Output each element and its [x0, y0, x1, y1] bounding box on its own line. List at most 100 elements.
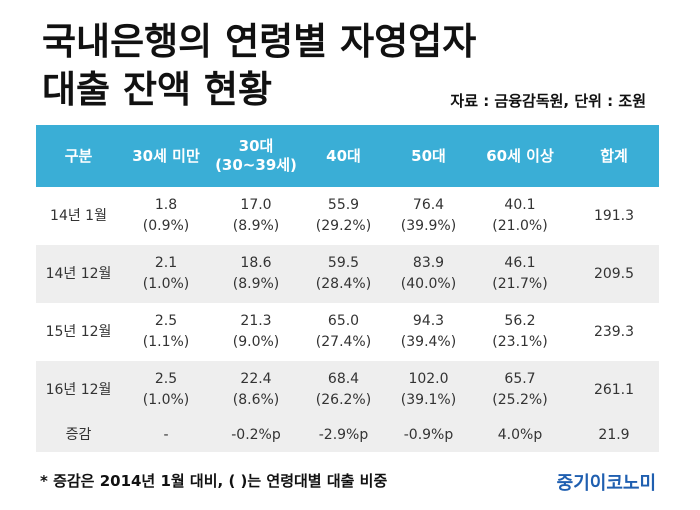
table-cell: 46.1 (21.7%) — [471, 245, 569, 303]
table-cell: 1.8 (0.9%) — [121, 187, 211, 245]
table-cell: 59.5 (28.4%) — [301, 245, 386, 303]
change-cell: -0.9%p — [386, 419, 471, 452]
cell-share: (1.1%) — [142, 334, 190, 350]
cell-value: 59.5 — [327, 255, 360, 271]
table-cell: 65.7 (25.2%) — [471, 361, 569, 419]
cell-value: 68.4 — [327, 371, 360, 387]
header-cell-total: 합계 — [569, 125, 659, 187]
row-total: 209.5 — [569, 245, 659, 303]
cell-value: 83.9 — [412, 255, 445, 271]
cell-value: 2.5 — [154, 371, 178, 387]
header-cell-under-30: 30세 미만 — [121, 125, 211, 187]
cell-value: 17.0 — [240, 197, 272, 213]
cell-value: 102.0 — [408, 371, 449, 387]
table-cell: 40.1 (21.0%) — [471, 187, 569, 245]
cell-share: (27.4%) — [315, 334, 372, 350]
cell-share: (39.9%) — [400, 218, 457, 234]
header-cell-40s: 40대 — [301, 125, 386, 187]
source-note: 자료 : 금융감독원, 단위 : 조원 — [450, 92, 646, 110]
header-cell-50s: 50대 — [386, 125, 471, 187]
cell-value: 2.1 — [154, 255, 178, 271]
cell-share: (29.2%) — [315, 218, 372, 234]
cell-share: (1.0%) — [142, 392, 190, 408]
row-label: 15년 12월 — [36, 303, 121, 361]
table-cell: 65.0 (27.4%) — [301, 303, 386, 361]
change-label: 증감 — [36, 419, 121, 452]
table-cell: 68.4 (26.2%) — [301, 361, 386, 419]
cell-value: 40.1 — [504, 197, 536, 213]
header-label: 구분 — [64, 146, 93, 165]
title-line-1: 국내은행의 연령별 자영업자 — [42, 20, 477, 63]
row-label: 14년 1월 — [36, 187, 121, 245]
row-label: 14년 12월 — [36, 245, 121, 303]
cell-share: (21.0%) — [492, 218, 548, 234]
cell-share: (1.0%) — [142, 276, 190, 292]
header-label: 30세 미만 — [132, 146, 200, 165]
cell-value: 22.4 — [240, 371, 272, 387]
table-cell: 2.1 (1.0%) — [121, 245, 211, 303]
cell-share: (21.7%) — [492, 276, 548, 292]
table-row: 14년 1월 1.8 (0.9%) 17.0 (8.9%) 55.9 (29.2%) … — [36, 187, 659, 245]
table-cell: 83.9 (40.0%) — [386, 245, 471, 303]
change-cell: -0.2%p — [211, 419, 301, 452]
cell-value: 18.6 — [240, 255, 272, 271]
table-cell: 102.0 (39.1%) — [386, 361, 471, 419]
change-cell: -2.9%p — [301, 419, 386, 452]
row-label: 16년 12월 — [36, 361, 121, 419]
cell-value: 65.7 — [504, 371, 536, 387]
title-line-2: 대출 잔액 현황 — [42, 68, 273, 111]
header-cell-60-plus: 60세 이상 — [471, 125, 569, 187]
cell-value: 21.3 — [240, 313, 272, 329]
header-label: 60세 이상 — [486, 146, 554, 165]
footnote: * 증감은 2014년 1월 대비, ( )는 연령대별 대출 비중 — [40, 472, 388, 490]
table-row: 16년 12월 2.5 (1.0%) 22.4 (8.6%) 68.4 (26.2%)… — [36, 361, 659, 419]
table-cell: 94.3 (39.4%) — [386, 303, 471, 361]
cell-share: (9.0%) — [232, 334, 280, 350]
cell-value: 76.4 — [412, 197, 445, 213]
cell-share: (39.4%) — [400, 334, 457, 350]
page-title: 국내은행의 연령별 자영업자 대출 잔액 현황 — [42, 18, 476, 114]
table-cell: 76.4 (39.9%) — [386, 187, 471, 245]
table-cell: 56.2 (23.1%) — [471, 303, 569, 361]
table-cell: 2.5 (1.1%) — [121, 303, 211, 361]
cell-share: (8.9%) — [232, 218, 280, 234]
loan-balance-table: 구분 30세 미만 30대 (30~39세) 40대 50대 60세 이상 합계 … — [36, 125, 659, 452]
table-cell: 2.5 (1.0%) — [121, 361, 211, 419]
table-cell: 21.3 (9.0%) — [211, 303, 301, 361]
table-row: 15년 12월 2.5 (1.1%) 21.3 (9.0%) 65.0 (27.4%)… — [36, 303, 659, 361]
cell-value: 46.1 — [504, 255, 536, 271]
table-header-row: 구분 30세 미만 30대 (30~39세) 40대 50대 60세 이상 합계 — [36, 125, 659, 187]
cell-value: 1.8 — [154, 197, 178, 213]
change-row: 증감 - -0.2%p -2.9%p -0.9%p 4.0%p 21.9 — [36, 419, 659, 452]
table-cell: 18.6 (8.9%) — [211, 245, 301, 303]
header-cell-category: 구분 — [36, 125, 121, 187]
cell-share: (40.0%) — [400, 276, 457, 292]
publisher-logo: 중기이코노미 — [556, 473, 656, 494]
cell-share: (23.1%) — [492, 334, 548, 350]
header-sublabel: (30~39세) — [215, 156, 297, 174]
row-total: 261.1 — [569, 361, 659, 419]
header-label: 30대 — [238, 137, 274, 155]
header-label: 합계 — [600, 146, 628, 165]
cell-value: 55.9 — [327, 197, 360, 213]
cell-value: 94.3 — [412, 313, 445, 329]
cell-share: (8.6%) — [232, 392, 280, 408]
header-label: 40대 — [326, 146, 361, 165]
header-cell-30s: 30대 (30~39세) — [211, 125, 301, 187]
cell-share: (25.2%) — [492, 392, 548, 408]
cell-value: 2.5 — [154, 313, 178, 329]
header-label: 50대 — [411, 146, 446, 165]
cell-share: (28.4%) — [315, 276, 372, 292]
table-cell: 17.0 (8.9%) — [211, 187, 301, 245]
cell-value: 65.0 — [327, 313, 360, 329]
cell-value: 56.2 — [504, 313, 536, 329]
cell-share: (26.2%) — [315, 392, 372, 408]
table-row: 14년 12월 2.1 (1.0%) 18.6 (8.9%) 59.5 (28.4%)… — [36, 245, 659, 303]
row-total: 191.3 — [569, 187, 659, 245]
cell-share: (8.9%) — [232, 276, 280, 292]
change-cell: 4.0%p — [471, 419, 569, 452]
cell-share: (0.9%) — [142, 218, 190, 234]
row-total: 239.3 — [569, 303, 659, 361]
table-cell: 55.9 (29.2%) — [301, 187, 386, 245]
cell-share: (39.1%) — [400, 392, 457, 408]
